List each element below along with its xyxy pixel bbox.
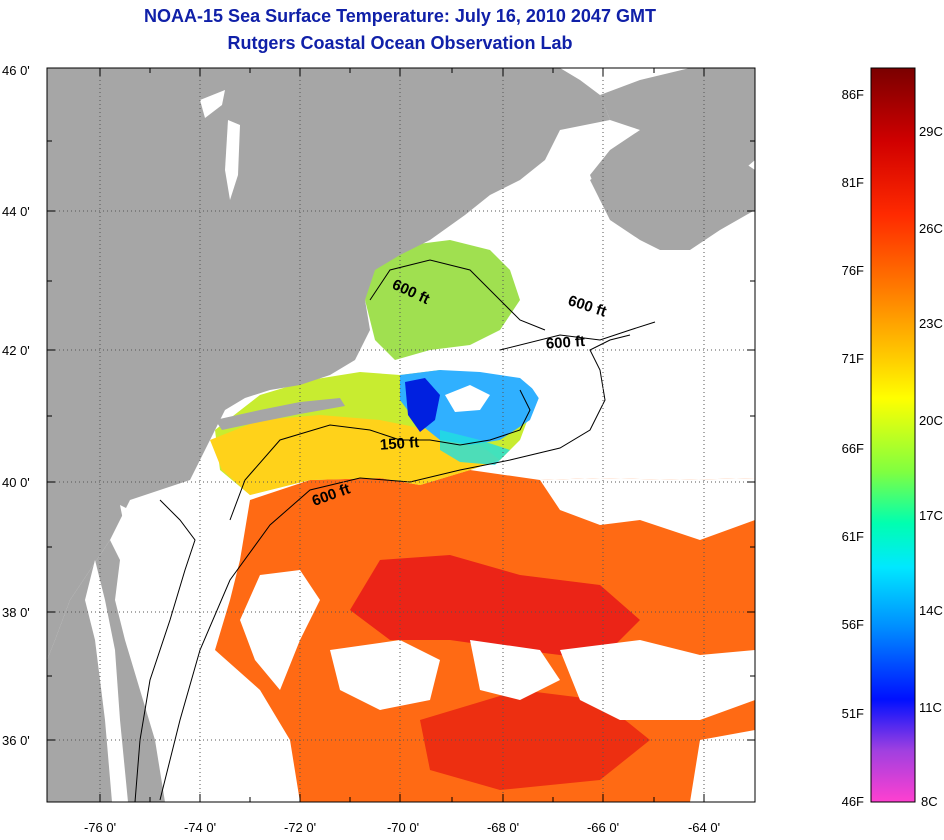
land-north-america (47, 68, 610, 660)
lat-tick-label: 46 0' (2, 63, 30, 78)
colorbar-c-label: 11C (919, 700, 942, 715)
cloud-patch (690, 730, 755, 802)
colorbar-f-label: 81F (842, 175, 864, 190)
cloud-patch (330, 640, 440, 710)
contour-600ft-gulf-of-maine (369, 259, 546, 331)
colorbar-c-label: 17C (919, 508, 943, 523)
colorbar-f-label: 51F (842, 706, 864, 721)
lon-tick-label: -76 0' (84, 820, 116, 835)
colorbar-f-label: 71F (842, 351, 864, 366)
cloud-patch (470, 640, 560, 700)
inland-lake (225, 120, 240, 200)
colorbar-c-label: 20C (919, 413, 943, 428)
cloud-patch (445, 385, 490, 412)
contour-600ft-georges (499, 321, 656, 351)
lat-tick-label: 36 0' (2, 733, 30, 748)
colorbar-f-label: 61F (842, 529, 864, 544)
gulf-of-maine-water (365, 240, 520, 360)
land-nova-scotia (590, 145, 755, 250)
temperature-colorbar (870, 67, 916, 803)
map-subtitle: Rutgers Coastal Ocean Observation Lab (227, 33, 573, 53)
colorbar-c-label: 26C (919, 221, 943, 236)
lon-tick-label: -72 0' (284, 820, 316, 835)
lon-tick-label: -70 0' (387, 820, 419, 835)
contour-150ft (229, 389, 531, 521)
colorbar-c-label: 23C (919, 316, 943, 331)
colorbar-c-label: 29C (919, 124, 943, 139)
land-long-island (215, 398, 345, 430)
lat-tick-label: 38 0' (2, 605, 30, 620)
lon-tick-label: -66 0' (587, 820, 619, 835)
lat-tick-label: 44 0' (2, 204, 30, 219)
contour-label: 600 ft (545, 333, 585, 353)
delaware-bay (120, 505, 150, 550)
contour-600ft-shelf (159, 334, 631, 801)
lat-tick-label: 42 0' (2, 343, 30, 358)
depth-contours (134, 259, 656, 802)
lon-tick-label: -74 0' (184, 820, 216, 835)
map-ticks (47, 68, 755, 802)
colorbar-f-label: 56F (842, 617, 864, 632)
chesapeake-bay (85, 560, 128, 802)
colorbar-c-label: 8C (921, 794, 938, 809)
colorbar-f-label: 66F (842, 441, 864, 456)
colorbar-f-label: 46F (842, 794, 864, 809)
lon-tick-label: -68 0' (487, 820, 519, 835)
contour-label: 150 ft (379, 434, 419, 454)
contour-coastal (134, 499, 196, 802)
colorbar-f-label: 76F (842, 263, 864, 278)
colorbar-f-label: 86F (842, 87, 864, 102)
cloud-patch (540, 478, 755, 540)
lon-tick-label: -64 0' (688, 820, 720, 835)
inland-lake (200, 90, 225, 118)
yellow-shelf-water (210, 415, 500, 495)
cold-upwelling-core (405, 378, 440, 432)
lat-tick-label: 40 0' (2, 475, 30, 490)
cloud-patch (560, 640, 755, 720)
colorbar-c-label: 14C (919, 603, 943, 618)
map-title: NOAA-15 Sea Surface Temperature: July 16… (144, 6, 656, 26)
map-frame (46, 67, 756, 803)
hot-core-water (350, 555, 640, 660)
cyan-water (440, 430, 510, 465)
